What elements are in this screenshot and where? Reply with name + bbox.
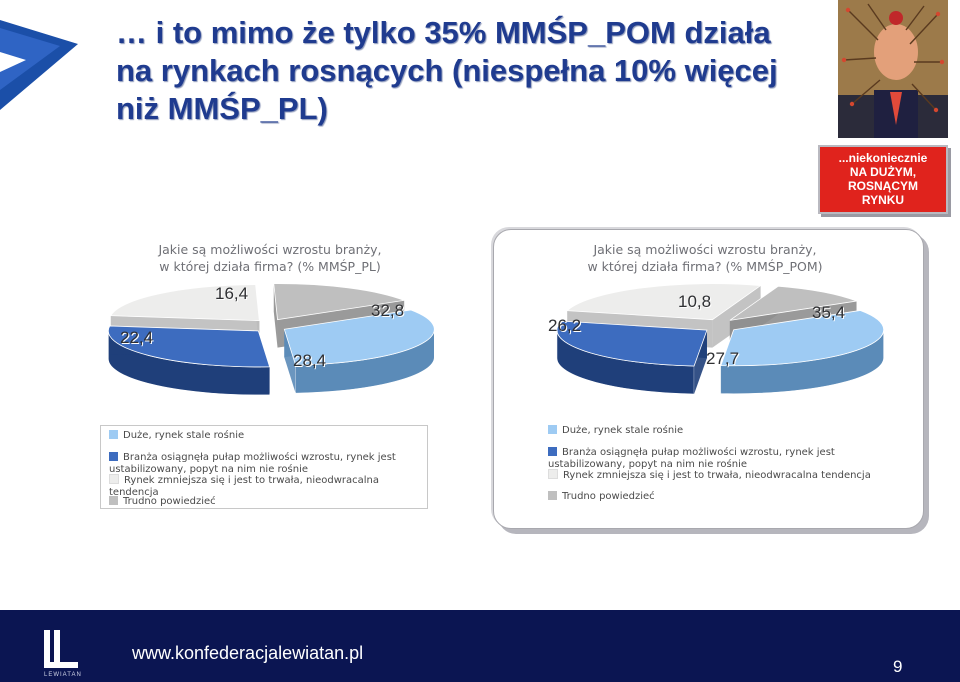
slide-title: … i to mimo że tylko 35% MMŚP_POM działa… (116, 14, 816, 128)
chart1-label-declining: 22,4 (120, 328, 154, 347)
chart2-title-line-2: w której działa firma? (% MMŚP_POM) (587, 259, 823, 274)
footer-url-link[interactable]: www.konfederacjalewiatan.pl (132, 643, 364, 663)
legend-item-declining: Rynek zmniejsza się i jest to trwała, ni… (563, 470, 871, 481)
chart1-title-line-2: w której działa firma? (% MMŚP_PL) (159, 259, 381, 274)
chart2-label-large: 35,4 (812, 303, 846, 322)
chart1-title: Jakie są możliwości wzrostu branży, w kt… (100, 241, 440, 275)
chart1-legend: Duże, rynek stale rośnie Branża osiągnęł… (100, 425, 428, 509)
legend-item-stable: Branża osiągnęła pułap możliwości wzrost… (548, 447, 835, 470)
badge-line-2: NA DUŻYM, (849, 165, 917, 179)
legend-swatch (109, 430, 118, 439)
chart1-title-line-1: Jakie są możliwości wzrostu branży, (158, 242, 382, 257)
legend-swatch (548, 425, 557, 434)
chart2-label-stable: 27,7 (706, 349, 740, 368)
footer-bar (0, 610, 960, 682)
badge-line-4: RYNKU (861, 193, 905, 207)
legend-item-unknown: Trudno powiedzieć (123, 496, 216, 507)
chart1-label-stable: 28,4 (293, 351, 327, 370)
legend-swatch (109, 474, 119, 484)
chart1-label-unknown: 16,4 (215, 284, 249, 303)
pie1-slice-large (283, 309, 435, 394)
badge-line-3: ROSNĄCYM (847, 179, 918, 193)
legend-item-large: Duże, rynek stale rośnie (123, 430, 245, 441)
callout-badge: ...niekoniecznie NA DUŻYM, ROSNĄCYM RYNK… (818, 145, 948, 214)
legend-item-unknown: Trudno powiedzieć (562, 491, 655, 502)
legend-swatch (548, 469, 558, 479)
brand-name: LEWIATAN (44, 672, 82, 678)
pie2-slice-stable (556, 320, 708, 395)
legend-item-declining: Rynek zmniejsza się i jest to trwała, ni… (109, 475, 380, 498)
legend-item-stable: Branża osiągnęła pułap możliwości wzrost… (109, 452, 396, 475)
darts-photo-image (838, 0, 948, 138)
title-line-2: na rynkach rosnących (niespełna 10% więc… (116, 53, 778, 88)
chart2-label-declining: 26,2 (548, 316, 582, 335)
chart2-legend: Duże, rynek stale rośnie Branża osiągnęł… (540, 423, 875, 505)
title-line-1: … i to mimo że tylko 35% MMŚP_POM działa (116, 15, 771, 50)
legend-item-large: Duże, rynek stale rośnie (562, 425, 684, 436)
chart1-label-large: 32,8 (371, 301, 405, 320)
chart2-label-unknown: 10,8 (678, 292, 712, 311)
page-number: 9 (893, 657, 903, 676)
legend-swatch (548, 447, 557, 456)
chart1-pie (107, 283, 435, 396)
logo-chevron-icon (0, 20, 78, 110)
legend-swatch (109, 452, 118, 461)
lewiatan-logo-icon (44, 630, 78, 668)
legend-swatch (109, 496, 118, 505)
chart2-title: Jakie są możliwości wzrostu branży, w kt… (535, 241, 875, 275)
chart2-title-line-1: Jakie są możliwości wzrostu branży, (593, 242, 817, 257)
badge-line-1: ...niekoniecznie (838, 151, 928, 165)
pie1-slice-stable (107, 325, 271, 396)
legend-swatch (548, 491, 557, 500)
title-line-3: niż MMŚP_PL) (116, 91, 328, 126)
pie2-slice-large (720, 310, 885, 395)
chart2-pie (556, 283, 885, 395)
